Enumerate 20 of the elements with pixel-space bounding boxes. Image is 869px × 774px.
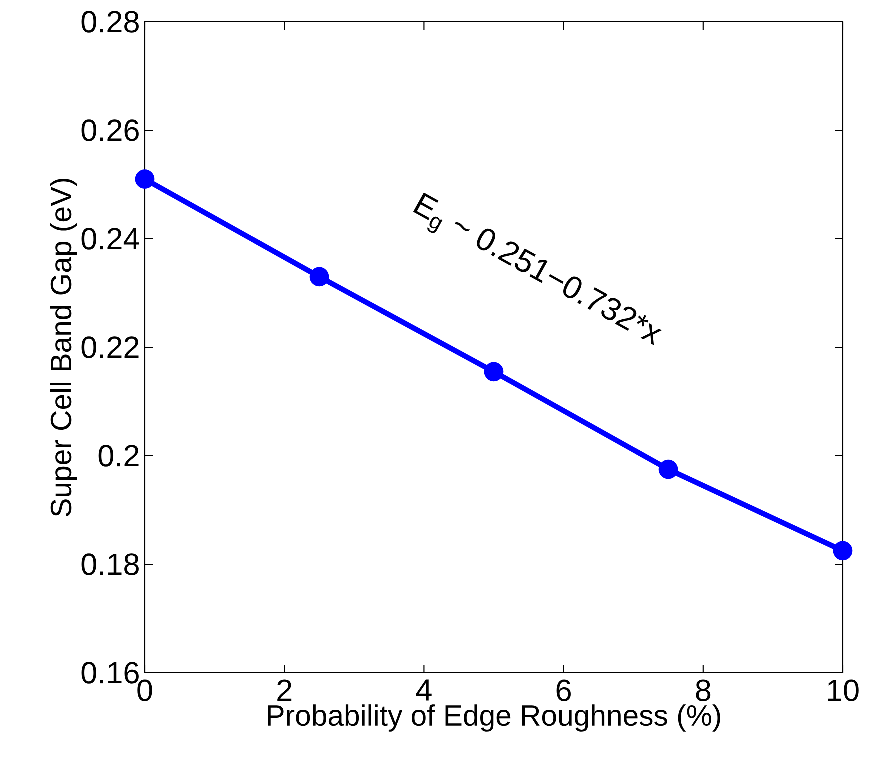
y-tick-label: 0.2 — [98, 445, 139, 467]
point — [135, 170, 155, 189]
y-tick-label: 0.16 — [82, 662, 139, 684]
y-tick-label: 0.18 — [82, 554, 139, 576]
x-tick-label: 10 — [828, 680, 859, 702]
x-tick-label: 0 — [138, 680, 152, 702]
y-tick-label: 0.28 — [82, 11, 139, 33]
point — [310, 267, 330, 287]
point — [484, 362, 504, 382]
x-tick-label: 4 — [416, 680, 432, 701]
y-axis-title: Super Cell Band Gap (eV) — [50, 179, 78, 517]
point — [658, 460, 678, 480]
y-tick-label: 0.24 — [82, 228, 140, 250]
x-tick-label: 2 — [278, 680, 292, 702]
x-tick-label: 8 — [696, 680, 711, 702]
y-tick-label: 0.26 — [82, 120, 139, 142]
x-tick-label: 6 — [556, 680, 571, 702]
x-axis-title: Probability of Edge Roughness (%) — [268, 704, 720, 732]
point — [833, 541, 853, 561]
y-tick-label: 0.22 — [82, 336, 139, 358]
